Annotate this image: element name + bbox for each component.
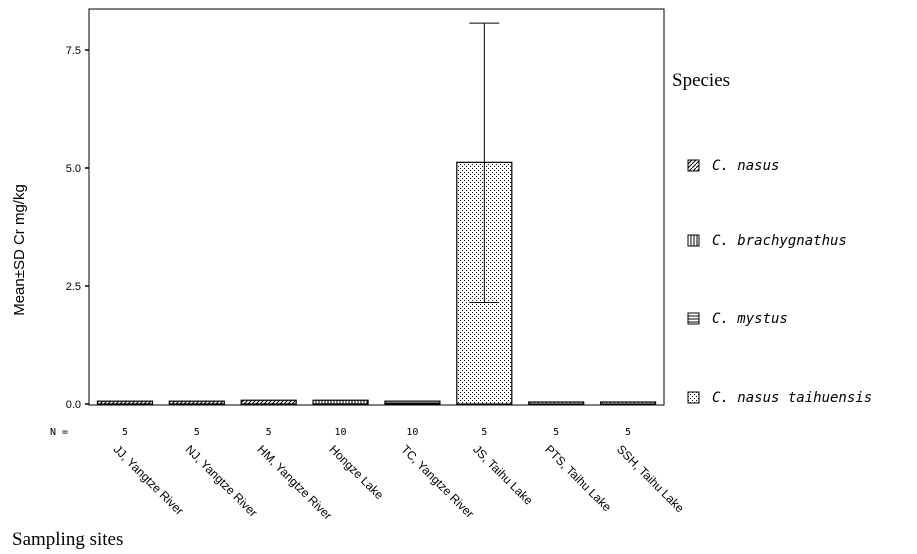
x-axis-label: Sampling sites	[12, 529, 123, 550]
n-label: N =	[50, 427, 68, 438]
n-count: 5	[481, 427, 487, 438]
bar	[599, 401, 657, 405]
y-tick-label: 7.5	[66, 45, 81, 57]
y-tick-label: 2.5	[66, 281, 81, 293]
legend-label: C. nasus	[712, 158, 779, 174]
bar	[96, 400, 154, 405]
n-count: 5	[122, 427, 128, 438]
x-category-label: SSH, Taihu Lake	[614, 442, 687, 515]
x-category-label: HM, Yangtze River	[255, 442, 335, 522]
n-count: 5	[194, 427, 200, 438]
legend-label: C. nasus taihuensis	[712, 390, 872, 406]
x-category-label: PTS, Taihu Lake	[542, 442, 614, 514]
legend-label: C. brachygnathus	[712, 233, 847, 249]
bar	[168, 400, 225, 405]
x-category-label: Hongze Lake	[326, 442, 386, 502]
n-count: 10	[406, 427, 418, 438]
bar	[384, 400, 441, 405]
n-count: 5	[625, 427, 631, 438]
bars	[96, 161, 657, 405]
y-tick-label: 5.0	[66, 163, 81, 175]
n-count: 5	[266, 427, 272, 438]
n-count: 10	[335, 427, 347, 438]
bar	[528, 401, 585, 405]
legend-label: C. mystus	[712, 311, 788, 327]
legend-swatch	[687, 159, 700, 172]
plot-frame	[88, 8, 665, 406]
legend-swatch	[687, 312, 700, 325]
n-counts: 5 5 5 10 10 5 5 5	[122, 427, 631, 438]
bar	[312, 399, 369, 405]
error-bars	[469, 22, 500, 304]
y-axis-label: Mean±SD Cr mg/kg	[11, 184, 28, 316]
x-category-label: JS, Taihu Lake	[470, 442, 536, 508]
legend-swatch	[687, 234, 700, 247]
legend-title: Species	[672, 70, 730, 91]
n-count: 5	[553, 427, 559, 438]
bar	[240, 399, 297, 405]
y-tick-label: 0.0	[66, 399, 81, 411]
y-ticks: 0.0 2.5 5.0 7.5	[66, 45, 89, 411]
x-category-label: NJ, Yangtze River	[183, 442, 261, 520]
x-category-label: TC, Yangtze River	[398, 442, 476, 520]
x-category-label: JJ, Yangtze River	[111, 442, 187, 518]
legend: C. nasus C. brachygnathus C. mystus C. nasu…	[687, 158, 872, 406]
legend-swatch	[687, 391, 700, 404]
